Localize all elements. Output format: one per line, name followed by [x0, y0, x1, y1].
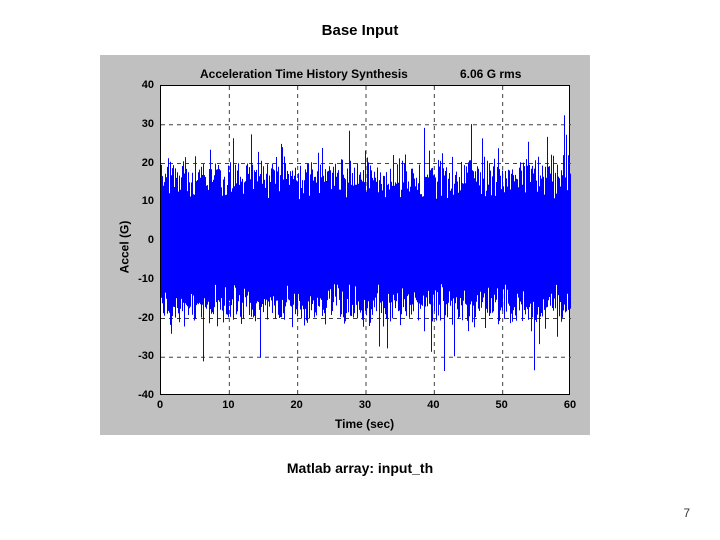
x-tick: 10 [222, 399, 234, 411]
y-axis-label: Accel (G) [117, 221, 131, 274]
y-tick: -10 [130, 273, 154, 285]
y-tick: 10 [130, 195, 154, 207]
chart-title-left: Acceleration Time History Synthesis [200, 67, 408, 81]
chart-title-right: 6.06 G rms [460, 67, 521, 81]
page-number: 7 [683, 506, 690, 520]
x-axis-label: Time (sec) [335, 417, 394, 431]
y-tick: 20 [130, 157, 154, 169]
y-tick: 40 [130, 79, 154, 91]
x-tick: 20 [291, 399, 303, 411]
page-title: Base Input [0, 22, 720, 39]
figure-caption: Matlab array: input_th [0, 460, 720, 476]
acceleration-signal [161, 86, 571, 396]
x-tick: 0 [157, 399, 163, 411]
y-tick: -40 [130, 389, 154, 401]
x-tick: 30 [359, 399, 371, 411]
y-tick: 30 [130, 118, 154, 130]
y-tick: -30 [130, 350, 154, 362]
x-tick: 50 [496, 399, 508, 411]
y-tick: 0 [130, 234, 154, 246]
x-tick: 60 [564, 399, 576, 411]
plot-area [160, 85, 570, 395]
matlab-figure: Acceleration Time History Synthesis 6.06… [100, 55, 590, 435]
y-tick: -20 [130, 312, 154, 324]
x-tick: 40 [427, 399, 439, 411]
